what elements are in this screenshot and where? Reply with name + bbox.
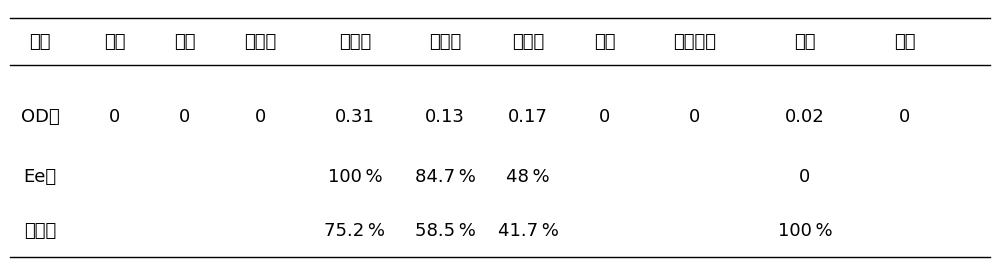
Text: 84.7 %: 84.7 % bbox=[415, 168, 475, 186]
Text: 0: 0 bbox=[899, 108, 911, 126]
Text: 0: 0 bbox=[599, 108, 611, 126]
Text: 柠檬酸: 柠檬酸 bbox=[512, 32, 544, 51]
Text: 0.17: 0.17 bbox=[508, 108, 548, 126]
Text: 棉子糖: 棉子糖 bbox=[244, 32, 276, 51]
Text: 0.13: 0.13 bbox=[425, 108, 465, 126]
Text: 淀粉: 淀粉 bbox=[174, 32, 196, 51]
Text: 41.7 %: 41.7 % bbox=[498, 222, 558, 240]
Text: Ee值: Ee值 bbox=[23, 168, 57, 186]
Text: 0: 0 bbox=[179, 108, 191, 126]
Text: 0: 0 bbox=[689, 108, 701, 126]
Text: 木糖: 木糖 bbox=[794, 32, 816, 51]
Text: 100 %: 100 % bbox=[778, 222, 832, 240]
Text: 甘油: 甘油 bbox=[894, 32, 916, 51]
Text: 75.2 %: 75.2 % bbox=[324, 222, 386, 240]
Text: 柠檬酸钠: 柠檬酸钠 bbox=[674, 32, 716, 51]
Text: 100 %: 100 % bbox=[328, 168, 382, 186]
Text: 58.5 %: 58.5 % bbox=[415, 222, 475, 240]
Text: 0.02: 0.02 bbox=[785, 108, 825, 126]
Text: OD值: OD值 bbox=[21, 108, 59, 126]
Text: 0.31: 0.31 bbox=[335, 108, 375, 126]
Text: 乳糖: 乳糖 bbox=[104, 32, 126, 51]
Text: 转化率: 转化率 bbox=[24, 222, 56, 240]
Text: 0: 0 bbox=[109, 108, 121, 126]
Text: 葡萄糖: 葡萄糖 bbox=[339, 32, 371, 51]
Text: 碳源: 碳源 bbox=[29, 32, 51, 51]
Text: 牛肉膏: 牛肉膏 bbox=[429, 32, 461, 51]
Text: 0: 0 bbox=[254, 108, 266, 126]
Text: 0: 0 bbox=[799, 168, 811, 186]
Text: 48 %: 48 % bbox=[506, 168, 550, 186]
Text: 蔗糖: 蔗糖 bbox=[594, 32, 616, 51]
